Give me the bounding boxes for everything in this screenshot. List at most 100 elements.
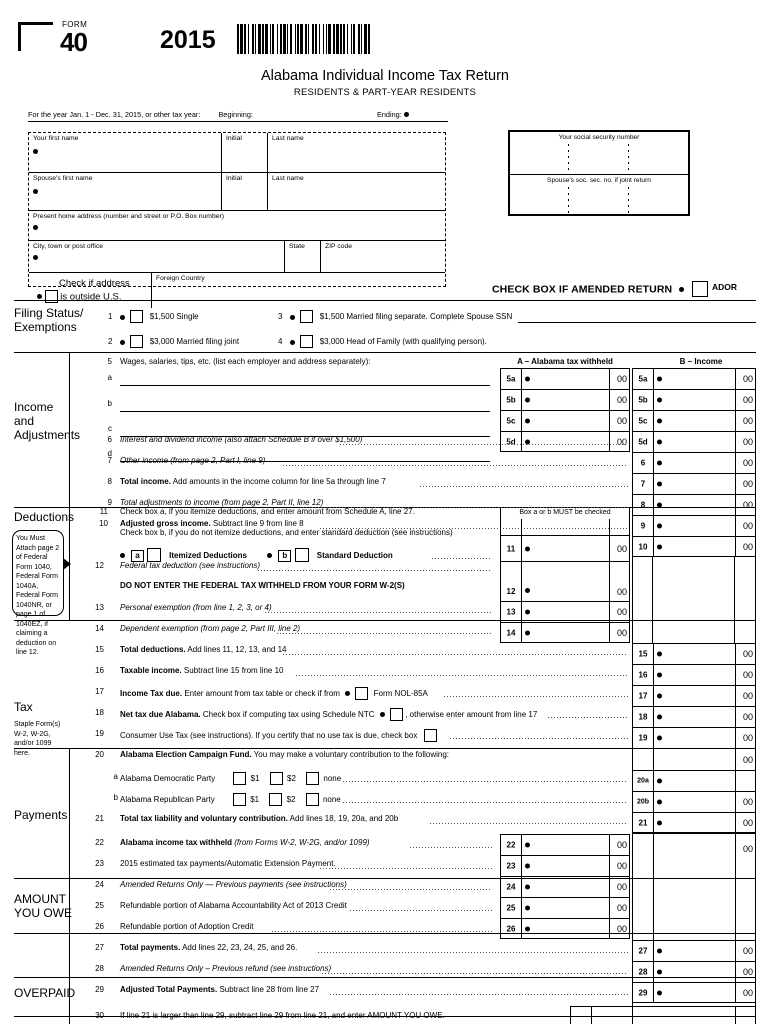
amount-line-7-dot[interactable]: [657, 481, 662, 487]
amount-5b-withheld-dot[interactable]: [525, 397, 530, 403]
outside-us-dot[interactable]: [37, 294, 42, 299]
amount-line-15-dot[interactable]: [657, 651, 662, 657]
line-11a-dot[interactable]: [120, 552, 125, 558]
filing-status-option-1[interactable]: 1 $1,500 Single: [108, 310, 199, 324]
amount-5d-income-dot[interactable]: [657, 439, 662, 445]
amount-line-20b[interactable]: 20b 00: [632, 791, 756, 812]
amount-5d-withheld[interactable]: 5d 00: [500, 431, 630, 452]
line-5c-writein[interactable]: [120, 436, 490, 437]
home-address-dot[interactable]: [33, 225, 38, 230]
amended-return-checkbox[interactable]: [692, 281, 709, 297]
amount-line-24[interactable]: 24 00: [500, 876, 630, 897]
filing-status-option-2[interactable]: 2 $3,000 Married filing joint: [108, 335, 239, 349]
amount-line-8[interactable]: 8 00: [632, 494, 756, 515]
filing-opt-3-checkbox[interactable]: [300, 310, 314, 323]
line-20a-dollar1-checkbox[interactable]: [233, 772, 247, 785]
your-first-name-dot[interactable]: [33, 149, 38, 154]
amount-line-19-dot[interactable]: [657, 735, 662, 741]
amount-line-14[interactable]: 14 00: [500, 622, 630, 643]
amount-line-20a-dot[interactable]: [657, 778, 662, 784]
amount-line-21-dot[interactable]: [657, 820, 662, 825]
filing-opt-1-dot[interactable]: [120, 314, 126, 320]
amount-line-15[interactable]: 15 00: [632, 643, 756, 664]
amount-line-6-dot[interactable]: [657, 460, 662, 466]
amount-line-22[interactable]: 22 00: [500, 834, 630, 855]
amount-line-17[interactable]: 17 00: [632, 685, 756, 706]
amount-line-25[interactable]: 25 00: [500, 897, 630, 918]
amount-5a-withheld[interactable]: 5a 00: [500, 368, 630, 389]
amount-line-6[interactable]: 6 00: [632, 452, 756, 473]
line-11b-dot[interactable]: [267, 552, 273, 558]
amount-5b-income-dot[interactable]: [657, 397, 662, 403]
amount-line-16[interactable]: 16 00: [632, 664, 756, 685]
amount-line-23-dot[interactable]: [525, 863, 530, 869]
amount-line-17-dot[interactable]: [657, 693, 662, 699]
amount-line-18-dot[interactable]: [657, 714, 662, 720]
line-17-nol-checkbox[interactable]: [355, 687, 369, 700]
filing-status-option-4[interactable]: 4 $3,000 Head of Family (with qualifying…: [278, 335, 487, 349]
amount-line-22-income-col[interactable]: 00: [632, 833, 756, 940]
amount-line-10[interactable]: 10 00: [632, 536, 756, 557]
amount-line-10-dot[interactable]: [657, 544, 662, 549]
amount-5b-income[interactable]: 5b 00: [632, 389, 756, 410]
amount-5c-income[interactable]: 5c 00: [632, 410, 756, 431]
amount-line-28[interactable]: 28 00: [632, 961, 756, 982]
amount-5d-income[interactable]: 5d 00: [632, 431, 756, 452]
amount-line-18[interactable]: 18 00: [632, 706, 756, 727]
line-20b-none-checkbox[interactable]: [305, 793, 319, 806]
line-19-certify-checkbox[interactable]: [423, 729, 437, 742]
city-dot[interactable]: [33, 255, 38, 260]
amount-line-24-dot[interactable]: [525, 884, 530, 890]
amount-line-20b-dot[interactable]: [657, 799, 662, 805]
your-ssn-field[interactable]: Your social security number: [510, 132, 688, 175]
line-18-ntc-checkbox[interactable]: [389, 708, 403, 721]
amount-5a-income[interactable]: 5a 00: [632, 368, 756, 389]
amount-line-12-dot[interactable]: [525, 588, 530, 593]
amount-line-9[interactable]: 9 00: [632, 515, 756, 536]
amount-line-30[interactable]: 30 00: [570, 1006, 756, 1024]
amount-line-11[interactable]: 11 00: [500, 535, 630, 561]
amount-5d-withheld-dot[interactable]: [525, 439, 530, 444]
amount-line-23[interactable]: 23 00: [500, 855, 630, 876]
amount-line-19[interactable]: 19 00: [632, 727, 756, 748]
line-20b-row[interactable]: Alabama Republican Party $1 $2 none: [120, 793, 341, 807]
amount-5c-withheld[interactable]: 5c 00: [500, 410, 630, 431]
line-19-text[interactable]: Consumer Use Tax (see instructions). If …: [120, 729, 437, 743]
line-18-text[interactable]: Net tax due Alabama. Check box if comput…: [120, 708, 537, 722]
amount-line-13-dot[interactable]: [525, 609, 530, 615]
line-20a-none-checkbox[interactable]: [306, 772, 320, 785]
line-20a-dollar2-checkbox[interactable]: [269, 772, 283, 785]
amount-line-14-dot[interactable]: [525, 630, 530, 635]
amount-line-28-dot[interactable]: [657, 969, 662, 975]
amount-line-12[interactable]: 12 00: [500, 561, 630, 601]
line-11-checkbox-a[interactable]: [146, 548, 161, 562]
filing-status-option-3[interactable]: 3 $1,500 Married filing separate. Comple…: [278, 310, 512, 324]
amount-line-9-dot[interactable]: [657, 523, 662, 529]
amount-5a-income-dot[interactable]: [657, 376, 662, 382]
filing-opt-2-dot[interactable]: [120, 339, 126, 345]
filing-opt-3-dot[interactable]: [290, 314, 296, 320]
line-20a-row[interactable]: Alabama Democratic Party $1 $2 none: [120, 772, 341, 786]
amended-return-dot[interactable]: [679, 286, 685, 292]
line-5a-writein[interactable]: [120, 385, 490, 386]
amount-line-25-dot[interactable]: [525, 905, 530, 911]
amount-line-27[interactable]: 27 00: [632, 940, 756, 961]
outside-us-group[interactable]: Check if address is outside U.S.: [37, 277, 147, 304]
filing-opt-4-checkbox[interactable]: [300, 335, 314, 348]
line-17-dot[interactable]: [345, 691, 351, 696]
line-5d-writein[interactable]: [120, 461, 490, 462]
amount-line-11-dot[interactable]: [525, 546, 530, 551]
line-20b-dollar2-checkbox[interactable]: [269, 793, 283, 806]
ending-field-dot[interactable]: [403, 112, 409, 118]
spouse-ssn-field[interactable]: Spouse's soc. sec. no. if joint return: [510, 175, 688, 218]
amount-5b-withheld[interactable]: 5b 00: [500, 389, 630, 410]
amount-line-13[interactable]: 13 00: [500, 601, 630, 622]
amount-line-29[interactable]: 29 00: [632, 982, 756, 1003]
spouse-ssn-write-in-line[interactable]: [518, 322, 756, 323]
line-18-dot[interactable]: [379, 712, 385, 717]
line-11-checkbox-b[interactable]: [294, 548, 309, 562]
amount-line-27-dot[interactable]: [657, 948, 662, 954]
amount-line-7[interactable]: 7 00: [632, 473, 756, 494]
amount-line-26[interactable]: 26 00: [500, 918, 630, 939]
amount-line-26-dot[interactable]: [525, 926, 530, 931]
